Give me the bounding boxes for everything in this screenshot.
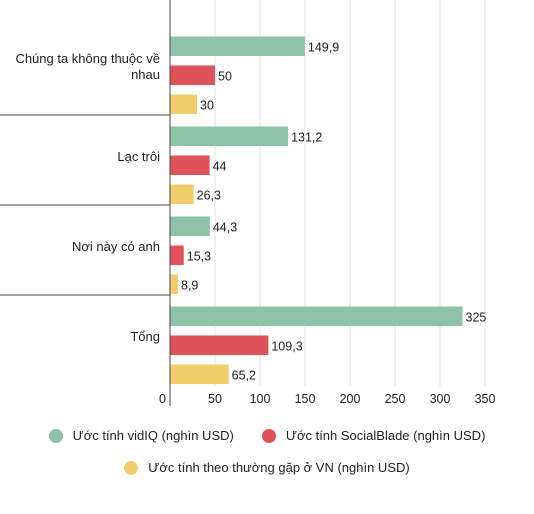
data-label-s1-c0: 50 (218, 69, 232, 83)
legend-swatch-vidiq (48, 428, 63, 443)
bar-s1-c3 (170, 335, 269, 355)
x-tick-label-200: 200 (340, 392, 361, 406)
category-label-2: Nơi này có anh (72, 239, 160, 254)
data-label-s0-c0: 149,9 (308, 40, 339, 54)
data-label-s0-c1: 131,2 (291, 130, 322, 144)
bar-s2-c3 (170, 364, 229, 384)
data-label-s2-c3: 65,2 (232, 368, 256, 382)
data-label-s1-c3: 109,3 (271, 339, 302, 353)
bar-s1-c2 (170, 245, 184, 265)
category-label-0: Chúng ta không thuộc về nhau (15, 51, 160, 82)
data-label-s2-c0: 30 (200, 98, 214, 112)
data-label-s0-c2: 44,3 (213, 220, 237, 234)
x-tick-label-0: 0 (159, 392, 166, 406)
legend-label-vidiq: Ước tính vidIQ (nghìn USD) (72, 428, 234, 443)
legend-item-vn: Ước tính theo thường gặp ở VN (nghìn USD… (124, 460, 410, 475)
data-label-s1-c1: 44 (213, 159, 227, 173)
bar-s2-c1 (170, 184, 194, 204)
legend-label-socialblade: Ước tính SocialBlade (nghìn USD) (285, 428, 486, 443)
bar-s0-c1 (170, 126, 289, 146)
data-label-s2-c1: 26,3 (197, 188, 221, 202)
x-tick-label-300: 300 (430, 392, 451, 406)
bar-s2-c0 (170, 94, 197, 114)
data-label-s1-c2: 15,3 (187, 249, 211, 263)
x-tick-label-350: 350 (475, 392, 496, 406)
category-label-3: Tổng (130, 329, 160, 344)
x-tick-label-100: 100 (250, 392, 271, 406)
legend-item-socialblade: Ước tính SocialBlade (nghìn USD) (261, 428, 486, 443)
x-tick-label-250: 250 (385, 392, 406, 406)
legend-label-vn: Ước tính theo thường gặp ở VN (nghìn USD… (148, 460, 410, 475)
legend-row-1: Ước tính vidIQ (nghìn USD) Ước tính Soci… (0, 428, 534, 443)
data-label-s0-c3: 325 (466, 310, 487, 324)
bar-s0-c2 (170, 216, 210, 236)
bar-s1-c0 (170, 65, 215, 85)
x-tick-label-150: 150 (295, 392, 316, 406)
legend-swatch-socialblade (261, 428, 276, 443)
legend-item-vidiq: Ước tính vidIQ (nghìn USD) (48, 428, 234, 443)
legend-row-2: Ước tính theo thường gặp ở VN (nghìn USD… (0, 460, 534, 475)
bar-s0-c3 (170, 306, 463, 326)
bar-s2-c2 (170, 274, 179, 294)
category-label-1: Lạc trôi (117, 149, 160, 164)
data-label-s2-c2: 8,9 (181, 278, 198, 292)
bar-s0-c0 (170, 36, 305, 56)
x-tick-label-50: 50 (208, 392, 222, 406)
bar-chart: 149,9 131,2 44,3 325 50 44 15,3 109,3 30 26,3 8,9 6… (0, 0, 496, 406)
legend-swatch-vn (124, 460, 139, 475)
bar-s1-c1 (170, 155, 210, 175)
